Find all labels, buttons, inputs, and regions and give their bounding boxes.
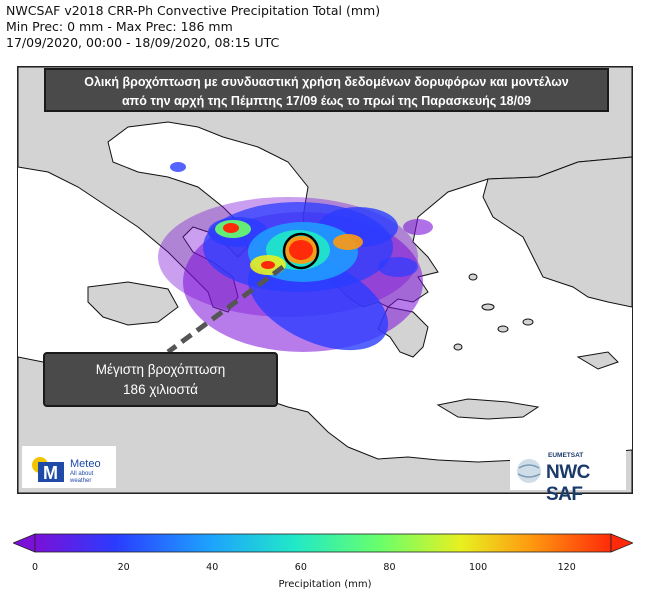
header-prec-range: Min Prec: 0 mm - Max Prec: 186 mm <box>6 19 233 34</box>
header-time-range: 17/09/2020, 00:00 - 18/09/2020, 08:15 UT… <box>6 35 280 50</box>
meteo-sub2: weather <box>70 478 92 484</box>
colorbar-tick-40: 40 <box>206 562 219 573</box>
precipitation-field <box>158 162 433 352</box>
pointer-line <box>166 264 285 355</box>
globe-icon <box>517 459 541 483</box>
annotation-title-box: Ολική βροχόπτωση με συνδυαστική χρήση δε… <box>44 68 609 112</box>
colorbar-gradient <box>34 533 612 553</box>
meteo-name: Meteo <box>70 458 101 470</box>
meteo-logo: M Meteo All about weather <box>22 446 116 488</box>
colorbar-tick-60: 60 <box>294 562 307 573</box>
colorbar-tick-0: 0 <box>31 562 39 573</box>
header-title: NWCSAF v2018 CRR-Ph Convective Precipita… <box>6 3 381 18</box>
max-precip-value: 186 χιλιοστά <box>123 382 198 397</box>
colorbar-max-arrow <box>610 533 633 553</box>
map-canvas <box>18 67 632 493</box>
colorbar-tick-20: 20 <box>117 562 130 573</box>
max-precip-label: Μέγιστη βροχόπτωση <box>95 362 226 377</box>
nwcsaf-text: NWC SAF <box>546 462 590 505</box>
svg-text:M: M <box>43 463 58 483</box>
max-precip-circle <box>282 232 320 270</box>
annotation-title-line2: από την αρχή της Πέμπτης 17/09 έως το πρ… <box>122 94 531 108</box>
annotation-title-line1: Ολική βροχόπτωση με συνδυαστική χρήση δε… <box>84 75 569 89</box>
colorbar-min-arrow <box>13 533 36 553</box>
max-precip-box: Μέγιστη βροχόπτωση 186 χιλιοστά <box>43 352 278 407</box>
land-crete <box>436 398 540 420</box>
land-sicily <box>87 281 179 326</box>
land-turkey <box>482 156 632 308</box>
colorbar-tick-100: 100 <box>468 562 488 573</box>
colorbar-label: Precipitation (mm) <box>278 579 372 590</box>
colorbar <box>13 533 633 553</box>
eumetsat-text: EUMETSAT <box>548 452 584 459</box>
land-cyprus <box>576 351 619 370</box>
colorbar-tick-120: 120 <box>557 562 576 573</box>
colorbar-tick-80: 80 <box>383 562 396 573</box>
precipitation-map <box>17 66 633 494</box>
nwcsaf-logo: EUMETSAT NWC SAF <box>510 448 626 505</box>
meteo-sub1: All about <box>70 471 94 477</box>
